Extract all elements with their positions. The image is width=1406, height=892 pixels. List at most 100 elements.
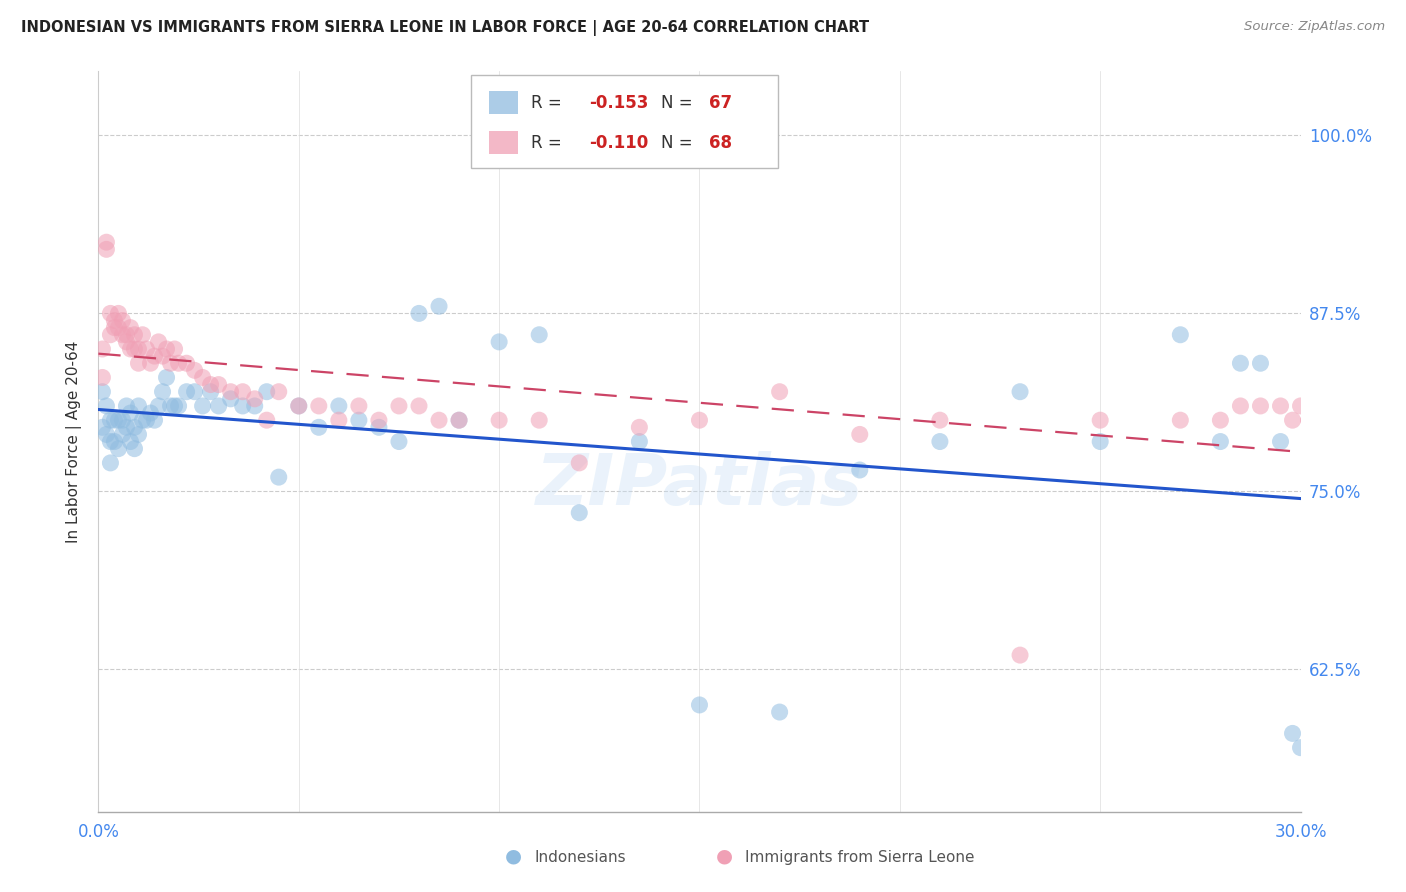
Point <box>308 420 330 434</box>
Point <box>1250 399 1272 413</box>
Point <box>111 327 134 342</box>
Y-axis label: In Labor Force | Age 20-64: In Labor Force | Age 20-64 <box>66 341 82 542</box>
Point <box>689 698 711 712</box>
Point <box>849 463 872 477</box>
Point <box>91 384 114 399</box>
Point <box>1298 413 1320 427</box>
Point <box>568 456 591 470</box>
Point <box>200 377 222 392</box>
Point <box>107 413 129 427</box>
Point <box>1209 434 1232 449</box>
Point <box>120 434 142 449</box>
Point <box>1270 399 1292 413</box>
Point <box>529 413 551 427</box>
Point <box>96 243 118 257</box>
Point <box>769 705 792 719</box>
Point <box>100 327 122 342</box>
Point <box>100 456 122 470</box>
Text: Source: ZipAtlas.com: Source: ZipAtlas.com <box>1244 20 1385 33</box>
Point <box>1281 726 1303 740</box>
Text: -0.153: -0.153 <box>589 94 648 112</box>
Point <box>328 413 350 427</box>
Point <box>120 320 142 334</box>
Point <box>155 342 177 356</box>
Point <box>1170 327 1192 342</box>
Point <box>1229 399 1251 413</box>
Point <box>1170 413 1192 427</box>
Point <box>1229 356 1251 370</box>
Point <box>143 413 166 427</box>
Text: 67: 67 <box>709 94 733 112</box>
Text: R =: R = <box>531 94 567 112</box>
Point <box>91 342 114 356</box>
Point <box>368 413 391 427</box>
Point <box>232 384 254 399</box>
Point <box>568 506 591 520</box>
Point <box>131 327 153 342</box>
Point <box>139 406 162 420</box>
Point <box>183 363 205 377</box>
Point <box>1281 413 1303 427</box>
Point <box>929 434 952 449</box>
Text: Indonesians: Indonesians <box>534 850 626 865</box>
Bar <box>489 131 517 154</box>
Point <box>167 399 190 413</box>
Text: ●: ● <box>505 847 522 865</box>
Point <box>107 306 129 320</box>
Point <box>447 413 470 427</box>
Point <box>232 399 254 413</box>
Point <box>288 399 311 413</box>
Text: N =: N = <box>661 134 697 152</box>
Point <box>103 413 125 427</box>
Point <box>124 327 146 342</box>
Point <box>163 399 186 413</box>
Point <box>103 434 125 449</box>
Point <box>148 334 170 349</box>
Point <box>91 370 114 384</box>
Point <box>100 434 122 449</box>
Point <box>152 384 174 399</box>
Point <box>96 235 118 250</box>
Point <box>256 384 278 399</box>
Point <box>167 356 190 370</box>
Point <box>488 413 510 427</box>
Point <box>100 306 122 320</box>
Point <box>408 399 430 413</box>
Point <box>388 399 411 413</box>
Point <box>219 384 242 399</box>
Point <box>929 413 952 427</box>
Point <box>1250 356 1272 370</box>
Point <box>100 413 122 427</box>
Point <box>408 306 430 320</box>
Point <box>163 342 186 356</box>
Text: -0.110: -0.110 <box>589 134 648 152</box>
Point <box>388 434 411 449</box>
Point <box>288 399 311 413</box>
Point <box>103 313 125 327</box>
Point <box>148 399 170 413</box>
Point <box>368 420 391 434</box>
Point <box>115 420 138 434</box>
Point <box>135 413 157 427</box>
Point <box>208 399 231 413</box>
Point <box>219 392 242 406</box>
Point <box>267 384 290 399</box>
Point <box>256 413 278 427</box>
Point <box>143 349 166 363</box>
Point <box>124 342 146 356</box>
Point <box>96 427 118 442</box>
Point <box>427 413 450 427</box>
Point <box>488 334 510 349</box>
Point <box>1010 648 1032 662</box>
Point <box>1270 434 1292 449</box>
Point <box>628 434 651 449</box>
Point <box>128 342 150 356</box>
Point <box>308 399 330 413</box>
Point <box>1088 413 1111 427</box>
Point <box>111 427 134 442</box>
Point <box>135 342 157 356</box>
Point <box>120 342 142 356</box>
Point <box>191 399 214 413</box>
Point <box>128 427 150 442</box>
Point <box>128 356 150 370</box>
